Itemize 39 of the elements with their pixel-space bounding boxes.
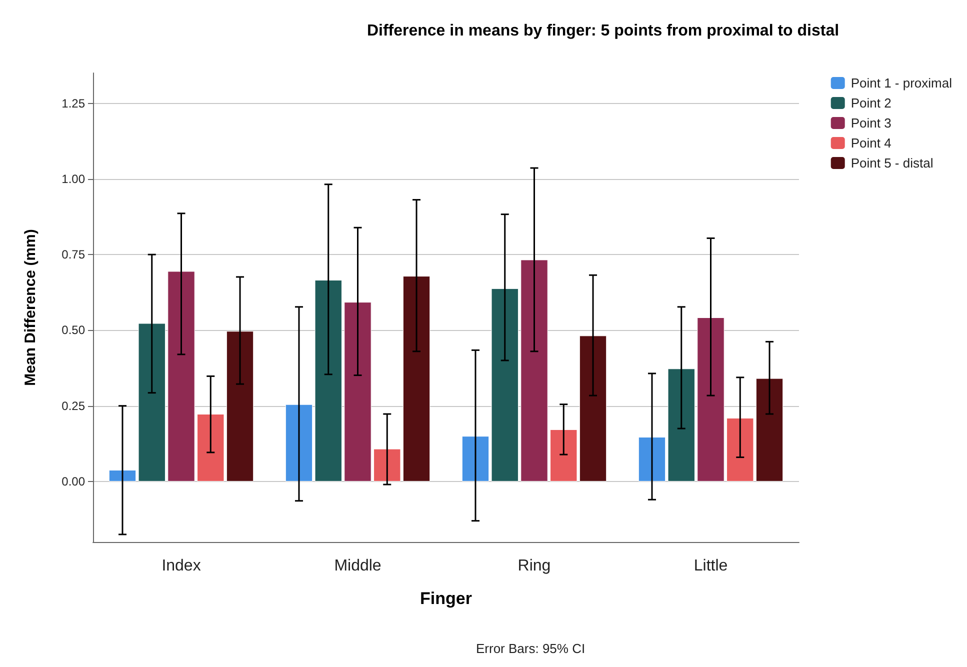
- x-tick-label: Middle: [334, 558, 382, 574]
- legend-label: Point 5 - distal: [850, 156, 934, 170]
- legend-label: Point 4: [850, 136, 892, 150]
- legend-label: Point 1 - proximal: [850, 76, 952, 90]
- bar: [550, 429, 578, 482]
- bar: [226, 331, 254, 482]
- bar: [197, 414, 224, 482]
- bar: [402, 276, 430, 482]
- legend-label: Point 2: [850, 96, 892, 110]
- y-tick-label: 0.75: [62, 248, 86, 262]
- bar: [579, 336, 607, 482]
- x-axis-title: Finger: [420, 589, 472, 608]
- x-tick-label: Ring: [518, 558, 551, 574]
- y-axis-title: Mean Difference (mm): [22, 229, 39, 386]
- bar: [697, 317, 724, 482]
- y-tick-label: 0.50: [62, 323, 86, 338]
- bar: [314, 280, 342, 482]
- bar: [638, 437, 666, 482]
- y-tick-label: 0.00: [62, 474, 86, 488]
- y-tick-label: 1.25: [62, 96, 86, 110]
- bar: [344, 302, 372, 482]
- text: Error Bars: 95% CI: [476, 641, 586, 656]
- bar: [374, 448, 401, 482]
- bar: [520, 260, 548, 482]
- bar: [108, 470, 136, 482]
- legend-label: Point 3: [850, 116, 892, 130]
- bar: [668, 368, 695, 482]
- y-tick-label: 0.25: [62, 398, 86, 413]
- bar: [726, 418, 754, 482]
- bar: [285, 404, 313, 482]
- bar: [756, 378, 784, 482]
- bar: [462, 436, 490, 482]
- chart-title: Difference in means by finger: 5 points from proximal to distal: [366, 22, 840, 40]
- x-tick-label: Index: [162, 558, 201, 574]
- bar: [491, 288, 518, 482]
- bar: [138, 323, 166, 482]
- bar: [168, 271, 195, 482]
- x-tick-label: Little: [694, 558, 728, 574]
- y-tick-label: 1.00: [62, 172, 86, 186]
